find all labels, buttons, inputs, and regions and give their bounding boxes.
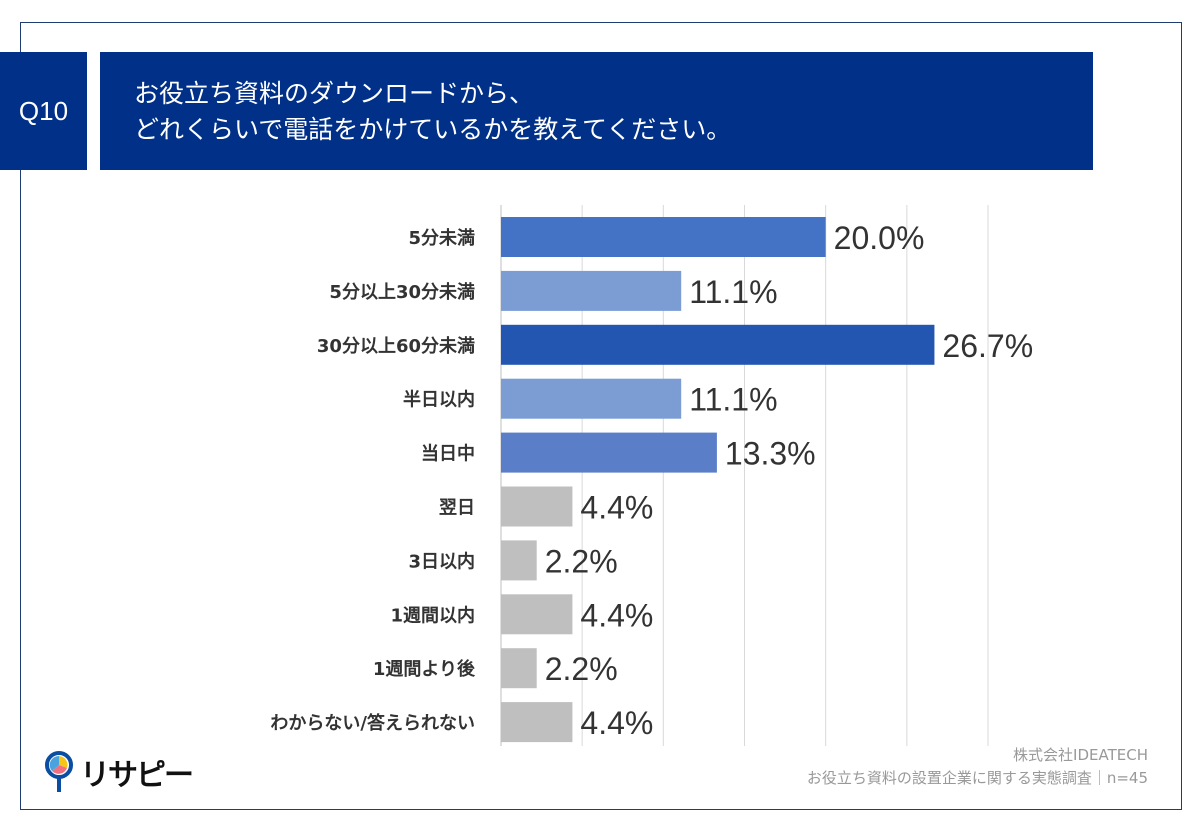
data-label: 26.7% — [942, 328, 1033, 364]
category-label: 5分以上30分未満 — [329, 281, 475, 303]
bar — [501, 432, 717, 473]
category-label: 30分以上60分未満 — [317, 335, 475, 357]
data-label: 13.3% — [725, 436, 816, 472]
logo: リサピー — [44, 750, 194, 794]
bar — [501, 702, 573, 743]
data-label: 11.1% — [689, 274, 777, 310]
data-label: 4.4% — [580, 597, 653, 633]
category-label: 半日以内 — [403, 389, 475, 411]
logo-text: リサピー — [80, 758, 194, 793]
footer-survey: お役立ち資料の設置企業に関する実態調査｜n=45 — [806, 769, 1148, 787]
bar — [501, 648, 537, 689]
category-label: 3日以内 — [408, 550, 475, 572]
category-label: 5分未満 — [408, 227, 475, 249]
bar — [501, 378, 682, 419]
data-label: 2.2% — [545, 543, 618, 579]
data-label: 20.0% — [834, 220, 925, 256]
bar — [501, 540, 537, 581]
data-label: 4.4% — [580, 705, 653, 741]
question-title: お役立ち資料のダウンロードから、 どれくらいで電話をかけているかを教えてください… — [100, 52, 1093, 170]
data-label: 11.1% — [689, 382, 777, 418]
bar — [501, 594, 573, 635]
data-label: 4.4% — [580, 490, 653, 526]
category-label: 1週間以内 — [390, 604, 475, 626]
bar — [501, 270, 682, 311]
question-number: Q10 — [0, 52, 87, 170]
category-label: 翌日 — [439, 498, 475, 519]
question-title-line-2: どれくらいで電話をかけているかを教えてください。 — [134, 115, 732, 144]
chart-frame — [20, 22, 1182, 810]
category-label: 当日中 — [421, 443, 475, 465]
logo-pin-icon — [45, 751, 73, 792]
category-label: 1週間より後 — [373, 658, 476, 680]
bar — [501, 486, 573, 527]
data-label: 2.2% — [545, 651, 618, 687]
bar — [501, 217, 826, 257]
category-label: わからない/答えられない — [270, 712, 475, 734]
footer-company: 株式会社IDEATECH — [1013, 746, 1148, 764]
bar — [501, 324, 935, 365]
question-title-line-1: お役立ち資料のダウンロードから、 — [134, 79, 535, 108]
